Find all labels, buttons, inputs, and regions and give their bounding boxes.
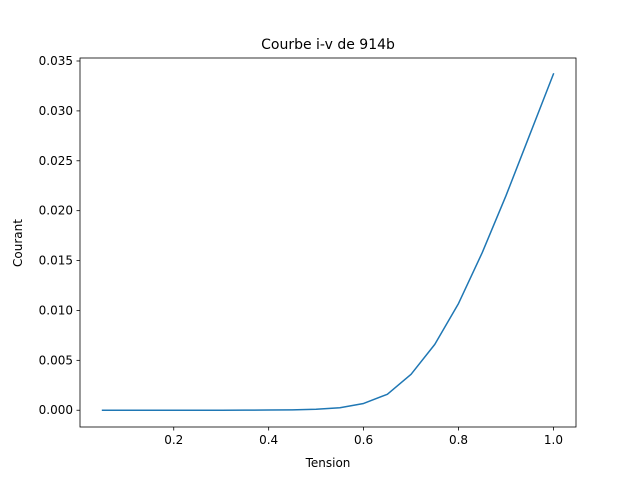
y-tick-label: 0.005 bbox=[39, 353, 73, 367]
x-tick-label: 0.6 bbox=[354, 433, 373, 447]
plot-area bbox=[79, 57, 577, 428]
y-tick-label: 0.010 bbox=[39, 303, 73, 317]
plot-frame bbox=[79, 57, 577, 428]
x-tick-label: 0.8 bbox=[449, 433, 468, 447]
series-layer bbox=[101, 72, 555, 411]
x-tick-label: 0.2 bbox=[164, 433, 183, 447]
y-tick-label: 0.025 bbox=[39, 154, 73, 168]
chart-title: Courbe i-v de 914b bbox=[261, 37, 395, 53]
y-tick-label: 0.035 bbox=[39, 54, 73, 68]
y-tick-label: 0.000 bbox=[39, 403, 73, 417]
x-tick-label: 1.0 bbox=[544, 433, 563, 447]
y-axis-label: Courant bbox=[11, 219, 25, 267]
series-line bbox=[101, 72, 555, 411]
y-tick-label: 0.015 bbox=[39, 254, 73, 268]
y-tick-label: 0.030 bbox=[39, 104, 73, 118]
y-tick-label: 0.020 bbox=[39, 204, 73, 218]
x-axis-label: Tension bbox=[305, 456, 351, 470]
y-axis-ticks: 0.000 0.005 0.010 0.015 0.020 0.025 0.030 0.035 bbox=[39, 54, 80, 417]
x-axis-ticks: 0.2 0.4 0.6 0.8 1.0 bbox=[164, 427, 563, 447]
x-tick-label: 0.4 bbox=[259, 433, 278, 447]
